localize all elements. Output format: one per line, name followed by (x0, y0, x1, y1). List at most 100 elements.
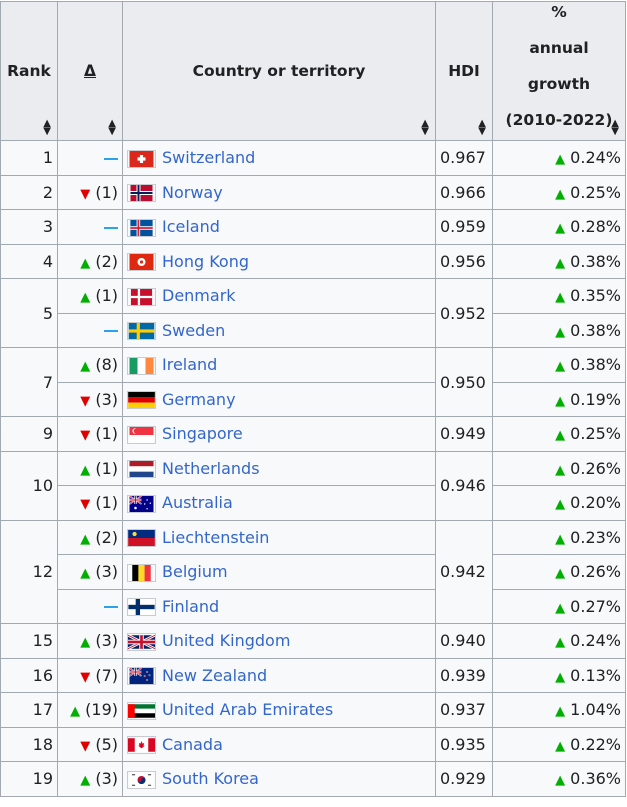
growth-cell: ▲ 0.13% (492, 657, 626, 693)
country-link[interactable]: Denmark (162, 286, 236, 305)
hdi-header[interactable]: HDI ▲ ▼ (435, 1, 493, 141)
country-header[interactable]: Country or territory ▲ ▼ (122, 1, 436, 141)
decrease-arrow-icon: ▼ (80, 669, 91, 685)
country-link[interactable]: Ireland (162, 355, 218, 374)
hdi-cell: 0.950 (435, 347, 493, 417)
table-row: 3 Iceland 0.959 ▲ 0.28% (0, 209, 626, 245)
header-row: Rank ▲ ▼ Δ ▲ ▼ Country or territory ▲ ▼ HDI… (0, 1, 626, 141)
delta-cell (57, 209, 123, 245)
increase-arrow-icon: ▲ (555, 635, 566, 651)
growth-value: 0.13% (570, 665, 621, 685)
denmark-flag-icon (127, 287, 156, 306)
sort-icon[interactable]: ▲ ▼ (43, 118, 51, 137)
country-link[interactable]: Hong Kong (162, 251, 249, 271)
no-change-icon (104, 226, 118, 229)
delta-cell: ▲ (2) (57, 519, 123, 555)
country-link[interactable]: Norway (162, 182, 223, 202)
country-cell: Ireland (122, 347, 436, 383)
country-link[interactable]: Finland (162, 596, 220, 616)
sort-icon[interactable]: ▲ ▼ (108, 118, 116, 137)
increase-arrow-icon: ▲ (555, 462, 566, 478)
sort-icon[interactable]: ▲ ▼ (478, 118, 486, 137)
growth-header[interactable]: % annual growth (2010-2022) ▲ ▼ (492, 1, 626, 141)
switzerland-flag-icon (127, 149, 156, 168)
increase-arrow-icon: ▲ (555, 221, 566, 237)
growth-value: 0.19% (570, 389, 621, 409)
increase-arrow-icon: ▲ (555, 704, 566, 720)
increase-arrow-icon: ▲ (555, 497, 566, 513)
hdi-cell: 0.966 (435, 174, 493, 210)
table-row: 4 ▲ (2) Hong Kong 0.956 ▲ 0.38% (0, 243, 626, 279)
country-cell: Liechtenstein (122, 519, 436, 555)
delta-cell: ▼ (5) (57, 726, 123, 762)
country-link[interactable]: United Kingdom (162, 631, 291, 650)
country-link[interactable]: Switzerland (162, 148, 256, 167)
sort-icon[interactable]: ▲ ▼ (611, 118, 619, 137)
growth-value: 0.25% (570, 182, 621, 202)
country-cell: Denmark (122, 278, 436, 314)
growth-cell: ▲ 0.27% (492, 588, 626, 624)
hong-kong-flag-icon (127, 253, 156, 271)
norway-flag-icon (127, 184, 156, 202)
increase-arrow-icon: ▲ (555, 186, 566, 202)
increase-arrow-icon: ▲ (80, 635, 91, 651)
increase-arrow-icon: ▲ (555, 428, 566, 444)
country-link[interactable]: Sweden (162, 320, 226, 340)
table-row: 19 ▲ (3) South Korea 0.929 ▲ 0.36% (0, 761, 626, 797)
country-link[interactable]: Australia (162, 493, 233, 512)
no-change-icon (104, 157, 118, 160)
rank-cell: 3 (0, 209, 58, 245)
growth-value: 0.38% (570, 320, 621, 340)
table-row: 16 ▼ (7) New Zealand 0.939 ▲ 0.13% (0, 657, 626, 693)
rank-cell: 17 (0, 692, 58, 728)
table-row: ▼ (1) Australia ▲ 0.20% (1, 485, 626, 521)
country-link[interactable]: Iceland (162, 217, 220, 236)
canada-flag-icon (127, 736, 156, 754)
sort-icon[interactable]: ▲ ▼ (421, 118, 429, 137)
rank-cell: 2 (0, 174, 58, 210)
country-link[interactable]: Belgium (162, 562, 228, 581)
delta-cell: ▼ (1) (57, 485, 123, 521)
table-row: ▲ (3) Belgium ▲ 0.26% (1, 554, 626, 590)
growth-cell: ▲ 0.23% (492, 519, 626, 555)
hdi-cell: 0.952 (435, 278, 493, 348)
ireland-flag-icon (127, 356, 156, 375)
delta-cell: ▼ (7) (57, 657, 123, 693)
country-link[interactable]: South Korea (162, 769, 259, 788)
delta-value: (1) (95, 286, 118, 306)
hdi-cell: 0.956 (435, 243, 493, 279)
country-cell: United Kingdom (122, 623, 436, 659)
growth-cell: ▲ 0.26% (492, 450, 626, 486)
delta-cell (57, 140, 123, 176)
rank-header[interactable]: Rank ▲ ▼ (0, 1, 58, 141)
country-link[interactable]: New Zealand (162, 665, 268, 685)
increase-arrow-icon: ▲ (80, 359, 91, 375)
table-row: 10 ▲ (1) Netherlands 0.946 ▲ 0.26% (0, 450, 626, 521)
growth-cell: ▲ 0.20% (492, 485, 626, 521)
rank-cell: 10 (0, 450, 58, 521)
country-link[interactable]: Liechtenstein (162, 527, 270, 547)
growth-value: 1.04% (570, 700, 621, 720)
delta-cell: ▲ (8) (57, 347, 123, 383)
country-cell: Switzerland (122, 140, 436, 176)
increase-arrow-icon: ▲ (555, 255, 566, 271)
delta-header-label[interactable]: Δ (84, 62, 96, 80)
hdi-cell: 0.949 (435, 416, 493, 452)
delta-value: (1) (95, 182, 118, 202)
country-link[interactable]: Canada (162, 734, 223, 754)
delta-cell: ▲ (1) (57, 278, 123, 314)
decrease-arrow-icon: ▼ (80, 393, 91, 409)
country-cell: Sweden (122, 312, 436, 348)
country-cell: Finland (122, 588, 436, 624)
growth-value: 0.26% (570, 562, 621, 582)
hdi-cell: 0.967 (435, 140, 493, 176)
country-link[interactable]: Germany (162, 389, 236, 409)
delta-header[interactable]: Δ ▲ ▼ (57, 1, 123, 141)
growth-header-line2: annual growth (527, 39, 591, 93)
country-link[interactable]: Netherlands (162, 458, 260, 478)
country-link[interactable]: Singapore (162, 424, 243, 443)
growth-cell: ▲ 0.19% (492, 381, 626, 417)
hdi-cell: 0.939 (435, 657, 493, 693)
no-change-icon (104, 606, 118, 609)
country-link[interactable]: United Arab Emirates (162, 700, 334, 719)
